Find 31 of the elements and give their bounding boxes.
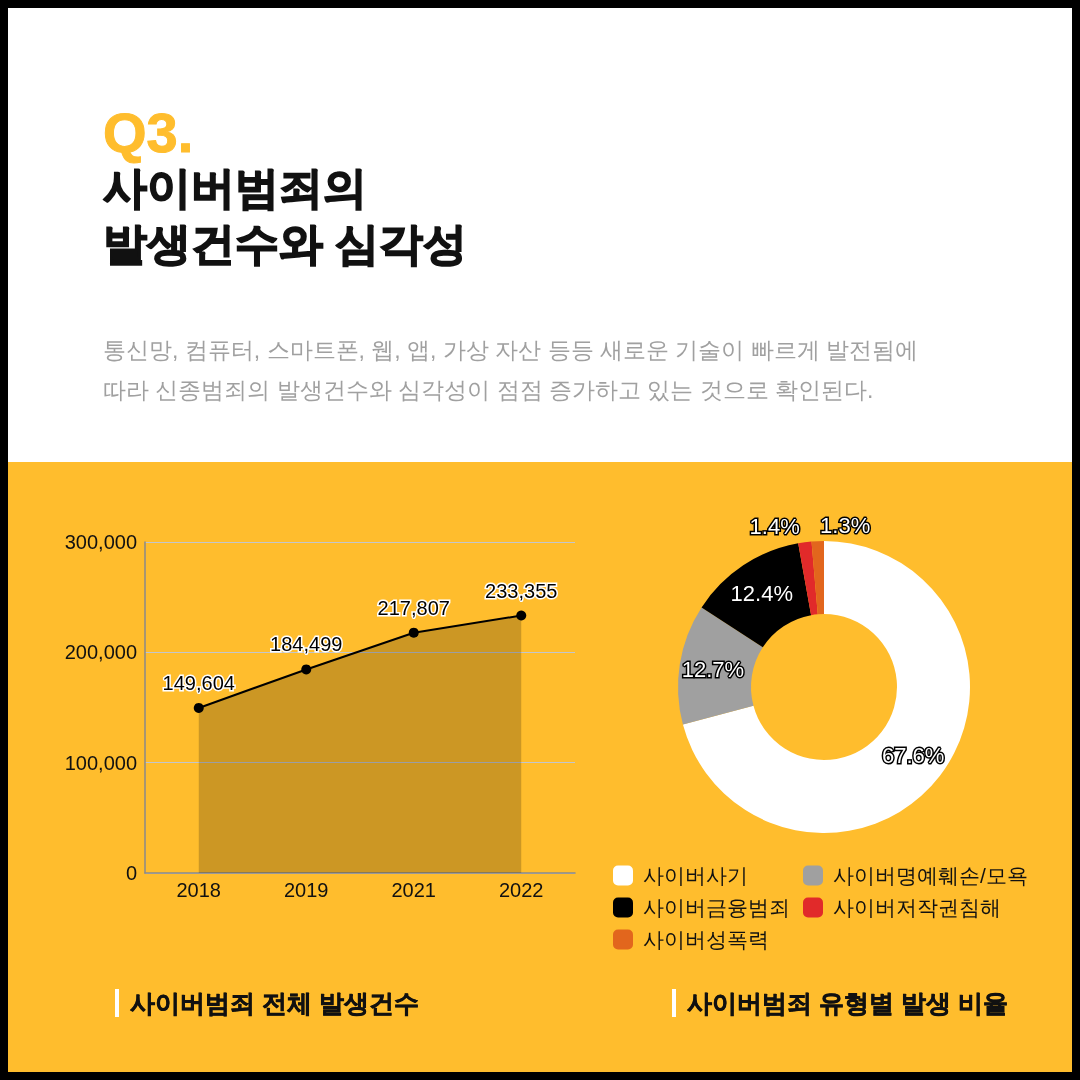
legend-label: 사이버저작권침해 <box>833 896 1001 919</box>
point <box>193 702 204 713</box>
point <box>516 610 527 621</box>
text: Q3. <box>103 101 195 164</box>
x-tick-label: 2018 <box>176 879 221 901</box>
legend-label: 사이버금융범죄 <box>643 896 790 919</box>
data-label: 184,499 <box>270 633 343 656</box>
text: 사이버범죄의 발생건수와 심각성 <box>103 163 469 270</box>
data-label: 217,807 <box>377 596 450 619</box>
x-tick-label: 2022 <box>499 879 544 901</box>
text: 사이버범죄 유형별 발생 비율 <box>672 989 1008 1017</box>
x-tick-label: 2019 <box>284 879 329 901</box>
data-label: 12.4% <box>730 580 793 606</box>
y-tick-label: 300,000 <box>64 531 137 553</box>
legend-label: 사이버성폭력 <box>643 928 769 951</box>
data-label: 1.3% <box>820 512 871 538</box>
y-tick-label: 200,000 <box>64 641 137 664</box>
text: 통신망, 컴퓨터, 스마트폰, 웹, 앱, 가상 자산 등등 새로운 기술이 빠르게 발전됨에 따라 신종범죄의 발생건수와 심각성이 점점 증가하고 있는 것으로 확인된다. <box>103 336 920 405</box>
legend-label: 사이버사기 <box>643 864 748 887</box>
data-label: 67.6% <box>882 743 945 769</box>
point <box>408 627 419 638</box>
point <box>301 664 312 675</box>
data-label: 149,604 <box>162 671 235 694</box>
y-tick-label: 100,000 <box>64 751 137 774</box>
data-label: 1.4% <box>749 513 800 539</box>
x-tick-label: 2021 <box>391 879 436 901</box>
y-tick-label: 0 <box>125 862 137 884</box>
legend-label: 사이버명예훼손/모욕 <box>833 864 1028 887</box>
data-label: 233,355 <box>485 579 558 602</box>
text: 사이버범죄 전체 발생건수 <box>115 989 419 1017</box>
data-label: 12.7% <box>681 656 745 682</box>
